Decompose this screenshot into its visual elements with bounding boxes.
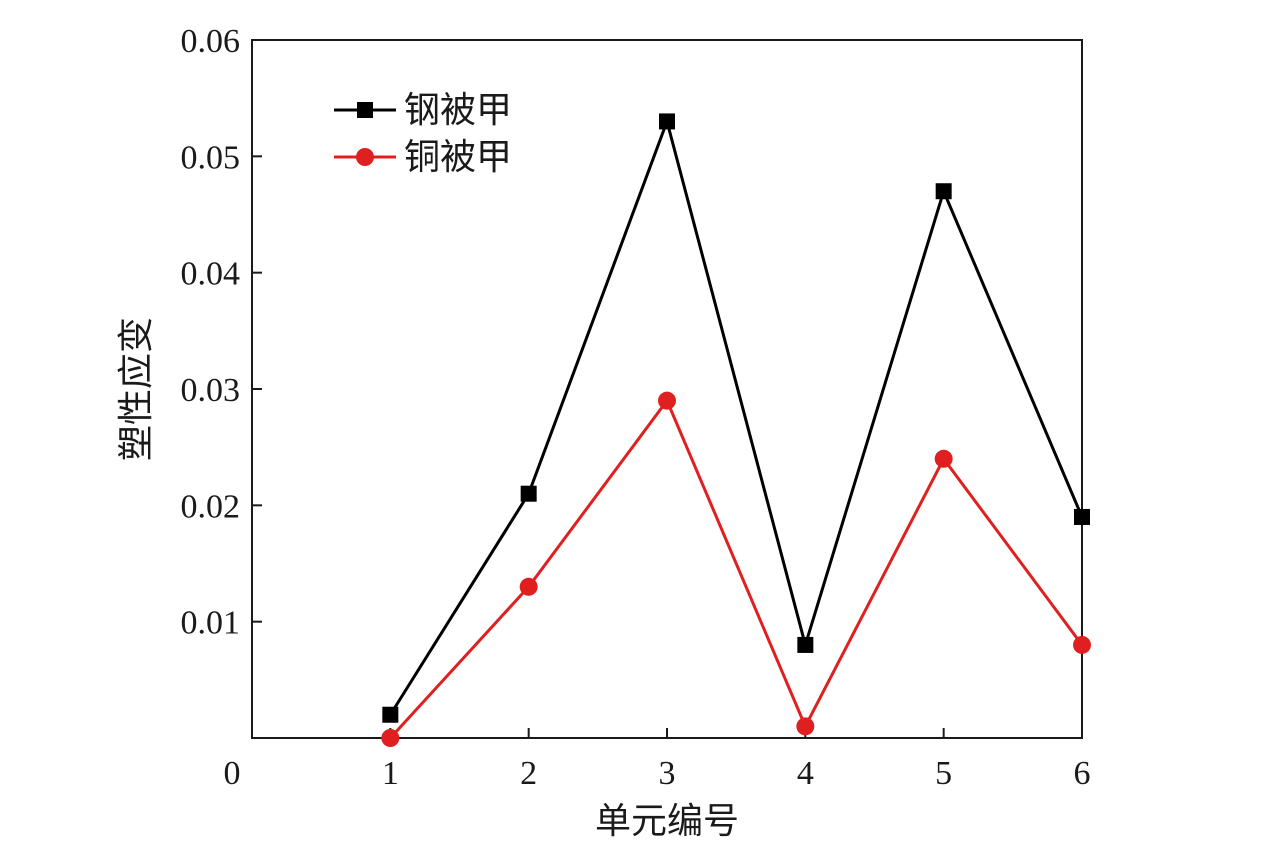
- series-1-point: [797, 636, 814, 653]
- series-1-point: [659, 113, 675, 130]
- series-2-point: [519, 577, 538, 596]
- y-axis: 0.01 0.02 0.03 0.04 0.05 0.06: [181, 23, 262, 642]
- legend-label-1: 钢被甲: [404, 90, 512, 131]
- x-tick-label: 0: [224, 755, 241, 792]
- series-2-point: [796, 717, 815, 736]
- plot-frame: [251, 39, 1083, 739]
- series-2-point: [658, 391, 676, 410]
- x-tick-label: 1: [382, 755, 399, 792]
- series-layer: [381, 113, 1091, 747]
- y-axis-title: 塑性应变: [116, 317, 157, 461]
- series-1-point: [382, 706, 399, 723]
- series-1-point: [935, 183, 952, 200]
- series-line-2: [389, 397, 1084, 740]
- legend-label-2: 铜被甲: [404, 137, 512, 178]
- x-tick-label: 4: [797, 755, 814, 792]
- x-axis: 0 1 2 3 4 5 6: [224, 728, 1091, 792]
- series-2-point: [381, 729, 400, 747]
- y-tick-label: 0.02: [181, 488, 241, 525]
- x-tick-label: 3: [659, 755, 676, 792]
- series-line-1: [389, 116, 1084, 716]
- series-1-point: [520, 485, 537, 502]
- y-tick-label: 0.06: [181, 23, 241, 60]
- y-tick-label: 0.01: [181, 605, 241, 642]
- y-tick-label: 0.05: [181, 139, 241, 176]
- y-tick-label: 0.04: [181, 256, 241, 293]
- legend-marker-2: [356, 148, 374, 166]
- x-tick-label: 2: [520, 755, 537, 792]
- x-axis-title: 单元编号: [595, 801, 739, 842]
- x-tick-label: 5: [935, 755, 952, 792]
- series-2-point: [1073, 635, 1091, 654]
- series-1-point: [1074, 508, 1090, 525]
- y-tick-label: 0.03: [181, 372, 241, 409]
- legend-marker-1: [357, 102, 373, 118]
- x-tick-label: 6: [1074, 755, 1091, 792]
- series-2-point: [934, 449, 953, 468]
